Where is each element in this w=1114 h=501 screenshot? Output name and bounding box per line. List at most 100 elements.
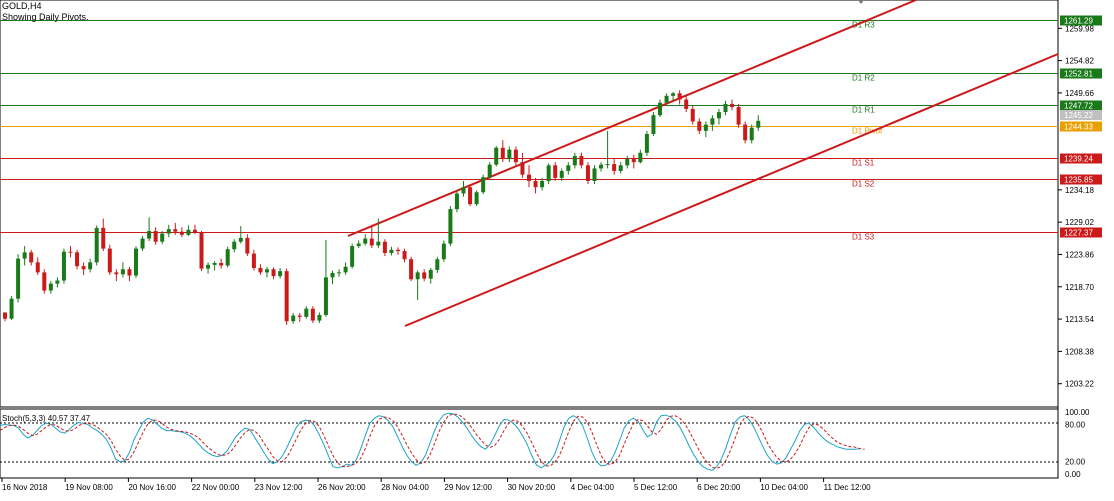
candle-body	[690, 108, 695, 122]
candle	[441, 240, 446, 262]
candle-body	[730, 103, 735, 108]
channel-upper-line	[347, 0, 917, 237]
candle	[68, 246, 73, 258]
candle-body	[644, 133, 649, 153]
candle	[147, 217, 152, 242]
pivot-price-box	[1060, 100, 1102, 111]
current-price-value: 1245.22	[1064, 111, 1093, 120]
candle	[271, 267, 276, 280]
candle	[428, 267, 433, 284]
price-tick-label: 1218.70	[1065, 283, 1094, 292]
candle	[743, 121, 748, 144]
candle	[212, 261, 217, 271]
price-tick-label: 1229.02	[1065, 218, 1094, 227]
candle-body	[192, 229, 197, 233]
stoch-plot-frame	[0, 408, 1059, 479]
candle-body	[68, 251, 73, 253]
candle-body	[271, 269, 276, 277]
candle-body	[291, 315, 296, 322]
candle	[382, 239, 387, 257]
candle	[389, 246, 394, 256]
candle	[219, 258, 224, 269]
candle-body	[173, 229, 178, 232]
candle	[638, 149, 643, 164]
pivot-price-value: 1252.81	[1064, 70, 1093, 79]
candle-body	[605, 164, 610, 166]
candle	[461, 180, 466, 197]
candle-body	[520, 162, 525, 175]
candle-body	[9, 298, 14, 319]
candle-body	[638, 152, 643, 163]
candle	[736, 103, 741, 128]
candle	[487, 162, 492, 180]
candle	[625, 155, 630, 169]
pivot-price-box	[1060, 227, 1102, 238]
candle-body	[448, 209, 453, 244]
candle	[468, 185, 473, 207]
candle	[166, 224, 171, 238]
current-price-marker: 1245.22	[1060, 110, 1102, 120]
candle	[585, 162, 590, 185]
candle	[323, 239, 328, 317]
candle	[684, 96, 689, 113]
candle	[579, 152, 584, 169]
candle	[16, 254, 21, 303]
chart-shift-marker-icon[interactable]	[858, 0, 864, 4]
candle	[546, 163, 551, 185]
candle-body	[566, 165, 571, 171]
candle-body	[716, 112, 721, 119]
candle-body	[697, 121, 702, 131]
candle	[363, 234, 368, 246]
candle	[114, 269, 119, 282]
candle-body	[756, 120, 761, 128]
candle	[3, 312, 7, 322]
candle-body	[553, 165, 558, 178]
candle-body	[474, 192, 479, 205]
stoch-tick-label: 20.00	[1065, 458, 1086, 467]
candle	[238, 226, 243, 244]
candle-body	[114, 272, 119, 275]
time-tick-label: 29 Nov 12:00	[444, 483, 492, 492]
candle	[297, 313, 302, 322]
candle-body	[238, 237, 243, 242]
stoch-tick-label: 80.00	[1065, 420, 1086, 429]
candle-body	[219, 262, 224, 266]
pivot-lines: D1 R3 1261.29 D1 R2 1252.81 D1 R1 1247.72 D1 P…	[0, 15, 1102, 242]
candle-body	[147, 231, 152, 239]
candle-body	[284, 271, 289, 322]
candle-body	[494, 147, 499, 165]
stoch-signal-line	[0, 413, 865, 469]
price-axis: 1259.98 1254.82 1249.66 1234.18 1229.02 1223.…	[1058, 24, 1094, 389]
candle-body	[297, 315, 302, 317]
candle	[107, 244, 112, 275]
candle-body	[81, 266, 86, 270]
candle	[35, 257, 40, 275]
pivot-price-value: 1239.24	[1064, 155, 1093, 164]
candle	[520, 152, 525, 178]
pivot-label: D1 R1	[852, 106, 875, 115]
candle-body	[527, 174, 531, 181]
candle	[94, 225, 99, 266]
candle	[553, 162, 558, 181]
candle-body	[402, 251, 407, 260]
candle	[265, 266, 269, 278]
candle-body	[533, 180, 538, 188]
price-tick-label: 1259.98	[1065, 24, 1094, 33]
pivot-price-box	[1060, 174, 1102, 185]
candle	[599, 162, 604, 172]
current-price-box	[1060, 110, 1102, 120]
candlesticks	[3, 90, 761, 325]
candle	[278, 267, 283, 279]
candle-body	[120, 269, 125, 275]
candle-body	[94, 227, 99, 263]
candle	[317, 312, 322, 324]
candle	[716, 108, 721, 125]
pivot-price-value: 1235.85	[1064, 176, 1093, 185]
candle-body	[461, 187, 466, 194]
candle-body	[677, 93, 682, 100]
candle-body	[664, 95, 669, 103]
candle-body	[736, 107, 741, 125]
main-plot-frame	[0, 0, 1059, 408]
